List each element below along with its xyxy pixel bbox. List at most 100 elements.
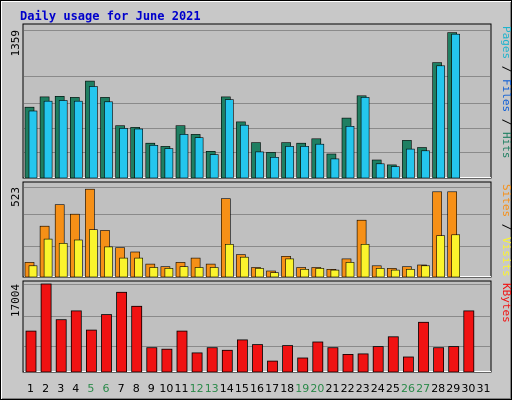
panel-mid: 523 Sites / Visits [9,181,512,278]
files-bar [134,128,143,179]
x-tick-label: 17 [265,382,279,395]
kbytes-bar [418,321,429,373]
kbytes-bar [402,356,414,373]
x-tick-label: 6 [103,382,110,395]
kbytes-bar [236,339,248,373]
x-tick-label: 7 [118,382,125,395]
sites-bar [149,267,159,278]
panel-top-legend: Pages / Files / Hits [500,26,512,159]
files-bar [225,99,234,179]
sites-bar [89,229,98,278]
legend-entry: Sites [500,184,512,217]
x-tick-label: 10 [159,382,173,395]
x-tick-label: 28 [431,382,445,395]
kbytes-bar [433,347,445,373]
legend-entry: KBytes [500,283,512,323]
kbytes-bar [191,352,203,373]
sites-bar [285,258,294,278]
kbytes-bar [221,349,233,373]
sites-bar [134,257,143,278]
kbytes-bar [86,329,97,373]
kbytes-bar [327,347,339,373]
kbytes-bar [463,310,475,373]
legend-entry: Pages [500,26,512,59]
panel-mid-legend: Sites / Visits [500,184,512,277]
files-bar [43,100,53,179]
x-tick-label: 13 [205,382,219,395]
files-bar [164,148,174,179]
kbytes-bar [55,319,67,373]
panel-bottom: 17004 KBytes [9,280,512,373]
files-bar [179,134,189,179]
files-bar [360,97,370,179]
sites-bar [315,268,325,278]
sites-bar [406,268,415,278]
kbytes-bar [70,310,82,373]
sites-bar [436,235,445,278]
legend-entry: / [500,112,512,132]
kbytes-bar [267,360,278,373]
files-bar [406,148,415,179]
x-tick-label: 12 [190,382,204,395]
x-tick-label: 11 [175,382,189,395]
files-bar [209,154,219,179]
sites-bar [270,272,279,278]
sites-bar [119,257,128,278]
kbytes-bar [206,347,218,373]
files-bar [436,65,445,179]
files-bar [451,33,461,179]
x-tick-label: 18 [280,382,294,395]
sites-bar [209,267,219,278]
x-tick-label: 22 [341,382,355,395]
files-bar [300,146,310,179]
sites-bar [390,269,400,278]
x-tick-label: 25 [386,382,400,395]
panel-bottom-max-label: 17004 [9,284,22,317]
x-axis-labels: 1 2 3 4 5 6 7 8 9 10 11 12 13 14 15 16 17 18 19 20 21 22 23 24 2… [27,382,491,395]
files-bar [390,166,400,179]
sites-bar [421,265,430,278]
legend-entry: / [500,59,512,79]
kbytes-bar [116,291,127,373]
sites-bar [375,268,385,278]
x-tick-label: 30 [461,382,475,395]
x-tick-label: 20 [310,382,324,395]
files-bar [240,124,249,179]
kbytes-bar [40,283,52,373]
sites-bar [330,269,340,278]
x-tick-label: 31 [477,382,491,395]
x-tick-label: 15 [235,382,249,395]
files-bar [74,100,83,179]
files-bar [28,110,38,179]
x-tick-label: 16 [250,382,264,395]
kbytes-bar [161,348,173,373]
sites-bar [345,262,355,278]
x-tick-label: 21 [326,382,340,395]
sites-bar [179,266,189,278]
legend-entry: / [500,217,512,237]
sites-bar [255,268,264,278]
kbytes-bar [448,346,460,373]
panel-top-max-label: 1359 [9,30,22,57]
kbytes-bar [176,330,188,373]
kbytes-bar [372,346,384,373]
sites-bar [240,256,249,278]
files-bar [285,146,294,179]
legend-entry: Files [500,79,512,112]
files-bar [270,157,279,179]
files-bar [149,145,159,179]
kbytes-bar [252,344,263,373]
x-tick-label: 24 [371,382,385,395]
legend-entry: Visits [500,237,512,277]
x-tick-label: 3 [57,382,64,395]
files-bar [330,158,340,179]
sites-bar [58,243,68,278]
kbytes-bar [282,345,294,373]
sites-bar [451,234,461,278]
legend-entry: Hits [500,132,512,159]
files-bar [194,137,204,179]
x-tick-label: 4 [72,382,79,395]
files-bar [345,126,355,179]
x-tick-label: 19 [295,382,309,395]
kbytes-bar [131,305,143,373]
